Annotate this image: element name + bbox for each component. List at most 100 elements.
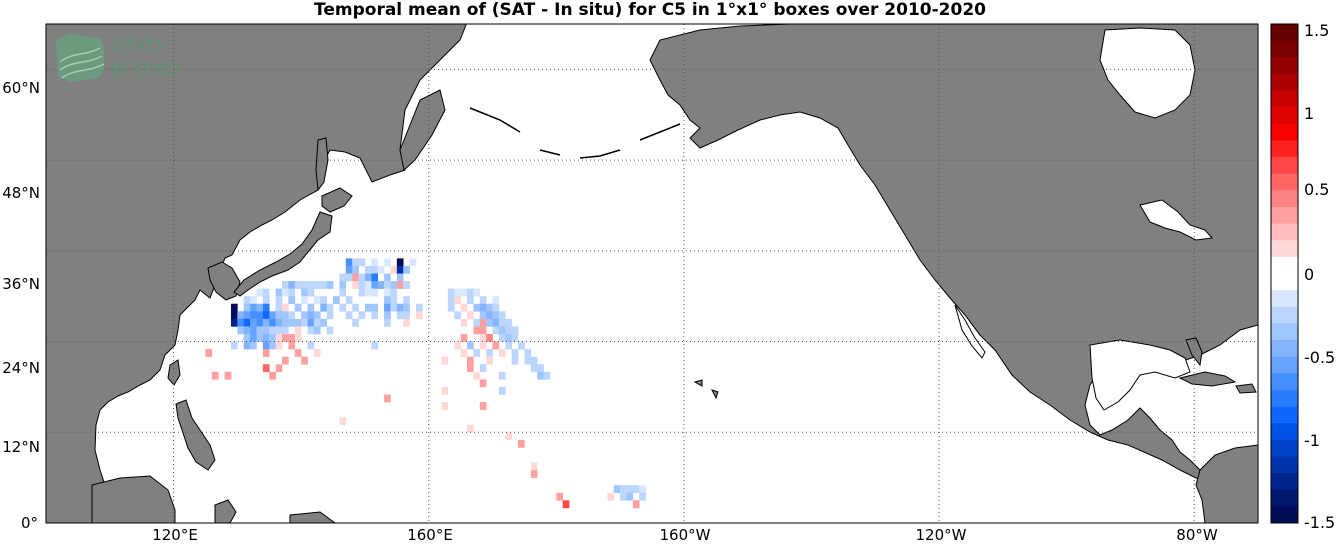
data-cell <box>243 318 251 327</box>
data-cell <box>230 318 238 327</box>
data-cell <box>530 470 538 478</box>
land-japan <box>233 211 333 297</box>
lon-label-160e: 160°E <box>407 526 453 544</box>
data-cell <box>294 281 302 289</box>
data-cell <box>613 485 621 494</box>
data-cell <box>473 371 481 380</box>
data-cell <box>473 303 481 312</box>
lat-label-24n: 24°N <box>2 359 40 377</box>
land-newguinea <box>289 511 336 523</box>
data-cell <box>352 265 359 274</box>
data-cell <box>307 341 315 350</box>
data-cell <box>473 288 481 297</box>
data-cell <box>301 281 308 289</box>
data-cell <box>505 326 512 335</box>
data-cell <box>307 311 315 320</box>
data-cell <box>288 311 296 320</box>
data-cell <box>639 492 646 501</box>
data-cell <box>505 333 512 342</box>
data-cell <box>396 311 404 320</box>
data-cell <box>294 349 302 357</box>
lon-label-120e: 120°E <box>152 526 198 544</box>
data-cell <box>486 356 493 365</box>
colorbar-label-neg1.5: -1.5 <box>1304 513 1335 532</box>
data-cell <box>492 318 500 327</box>
data-cell <box>282 281 289 289</box>
data-cell <box>262 341 270 350</box>
data-cell <box>530 462 538 471</box>
data-cell <box>479 303 487 312</box>
data-cell <box>384 394 391 403</box>
data-cell <box>250 326 257 335</box>
data-cell <box>313 296 321 305</box>
land-baja <box>954 304 986 359</box>
colorbar-segment <box>1271 206 1298 225</box>
data-cell <box>632 500 640 509</box>
data-cell <box>473 318 481 327</box>
smos-pi-mep-logo: smos pi-mep <box>56 31 180 82</box>
data-cell <box>486 318 493 327</box>
map-title: Temporal mean of (SAT - In situ) for C5 … <box>314 0 986 20</box>
data-cell <box>262 296 270 305</box>
data-cell <box>275 296 283 305</box>
land-aleutians <box>469 107 681 159</box>
land-hawaii <box>693 379 719 400</box>
data-cell <box>269 311 276 320</box>
data-cell <box>403 281 410 289</box>
land-sakhalin <box>315 137 329 192</box>
data-cell <box>492 303 500 312</box>
land-borneo <box>91 475 176 523</box>
data-cell <box>492 311 500 320</box>
data-cell <box>403 296 410 305</box>
data-cell <box>339 417 347 426</box>
data-cell <box>530 356 538 365</box>
data-cell <box>224 371 232 380</box>
land-philippines <box>175 399 216 471</box>
data-cell <box>288 333 296 342</box>
data-cell <box>352 273 359 282</box>
data-cell <box>320 296 327 305</box>
data-cell <box>205 349 213 357</box>
data-cell <box>556 492 563 501</box>
data-cell <box>454 311 461 320</box>
data-cell <box>415 311 423 320</box>
data-cell <box>282 318 289 327</box>
data-cell <box>620 492 627 501</box>
data-cell <box>479 296 487 305</box>
data-cell <box>230 341 238 350</box>
data-cell <box>313 318 321 327</box>
data-cell <box>537 371 544 380</box>
data-cell <box>275 364 283 373</box>
land-kamchatka <box>399 89 446 171</box>
data-cell <box>364 288 372 297</box>
data-cell <box>307 281 315 289</box>
data-cell <box>243 326 251 335</box>
data-cell <box>320 281 327 289</box>
data-cell <box>333 296 340 305</box>
data-cell <box>403 318 410 327</box>
colorbar-segment <box>1271 40 1298 58</box>
colorbar-segment <box>1271 157 1298 175</box>
colorbar-segment <box>1271 57 1298 75</box>
data-cell <box>454 296 461 305</box>
data-cell <box>262 288 270 297</box>
data-cell <box>384 318 391 327</box>
land-hokkaido <box>321 187 353 213</box>
data-cell <box>358 258 366 267</box>
data-cell <box>275 333 283 342</box>
colorbar-segment <box>1271 290 1298 308</box>
data-cell <box>473 326 481 335</box>
data-cell <box>269 326 276 335</box>
data-cell <box>313 281 321 289</box>
land-south-america <box>1195 444 1258 523</box>
data-cell <box>511 349 519 357</box>
data-cell <box>269 318 276 327</box>
data-cell <box>460 318 468 327</box>
data-cell <box>282 288 289 297</box>
data-cell <box>250 311 257 320</box>
data-cell <box>377 281 385 289</box>
data-cell <box>486 311 493 320</box>
data-cell <box>230 303 238 312</box>
data-cell <box>537 364 544 373</box>
data-cell <box>518 439 525 448</box>
